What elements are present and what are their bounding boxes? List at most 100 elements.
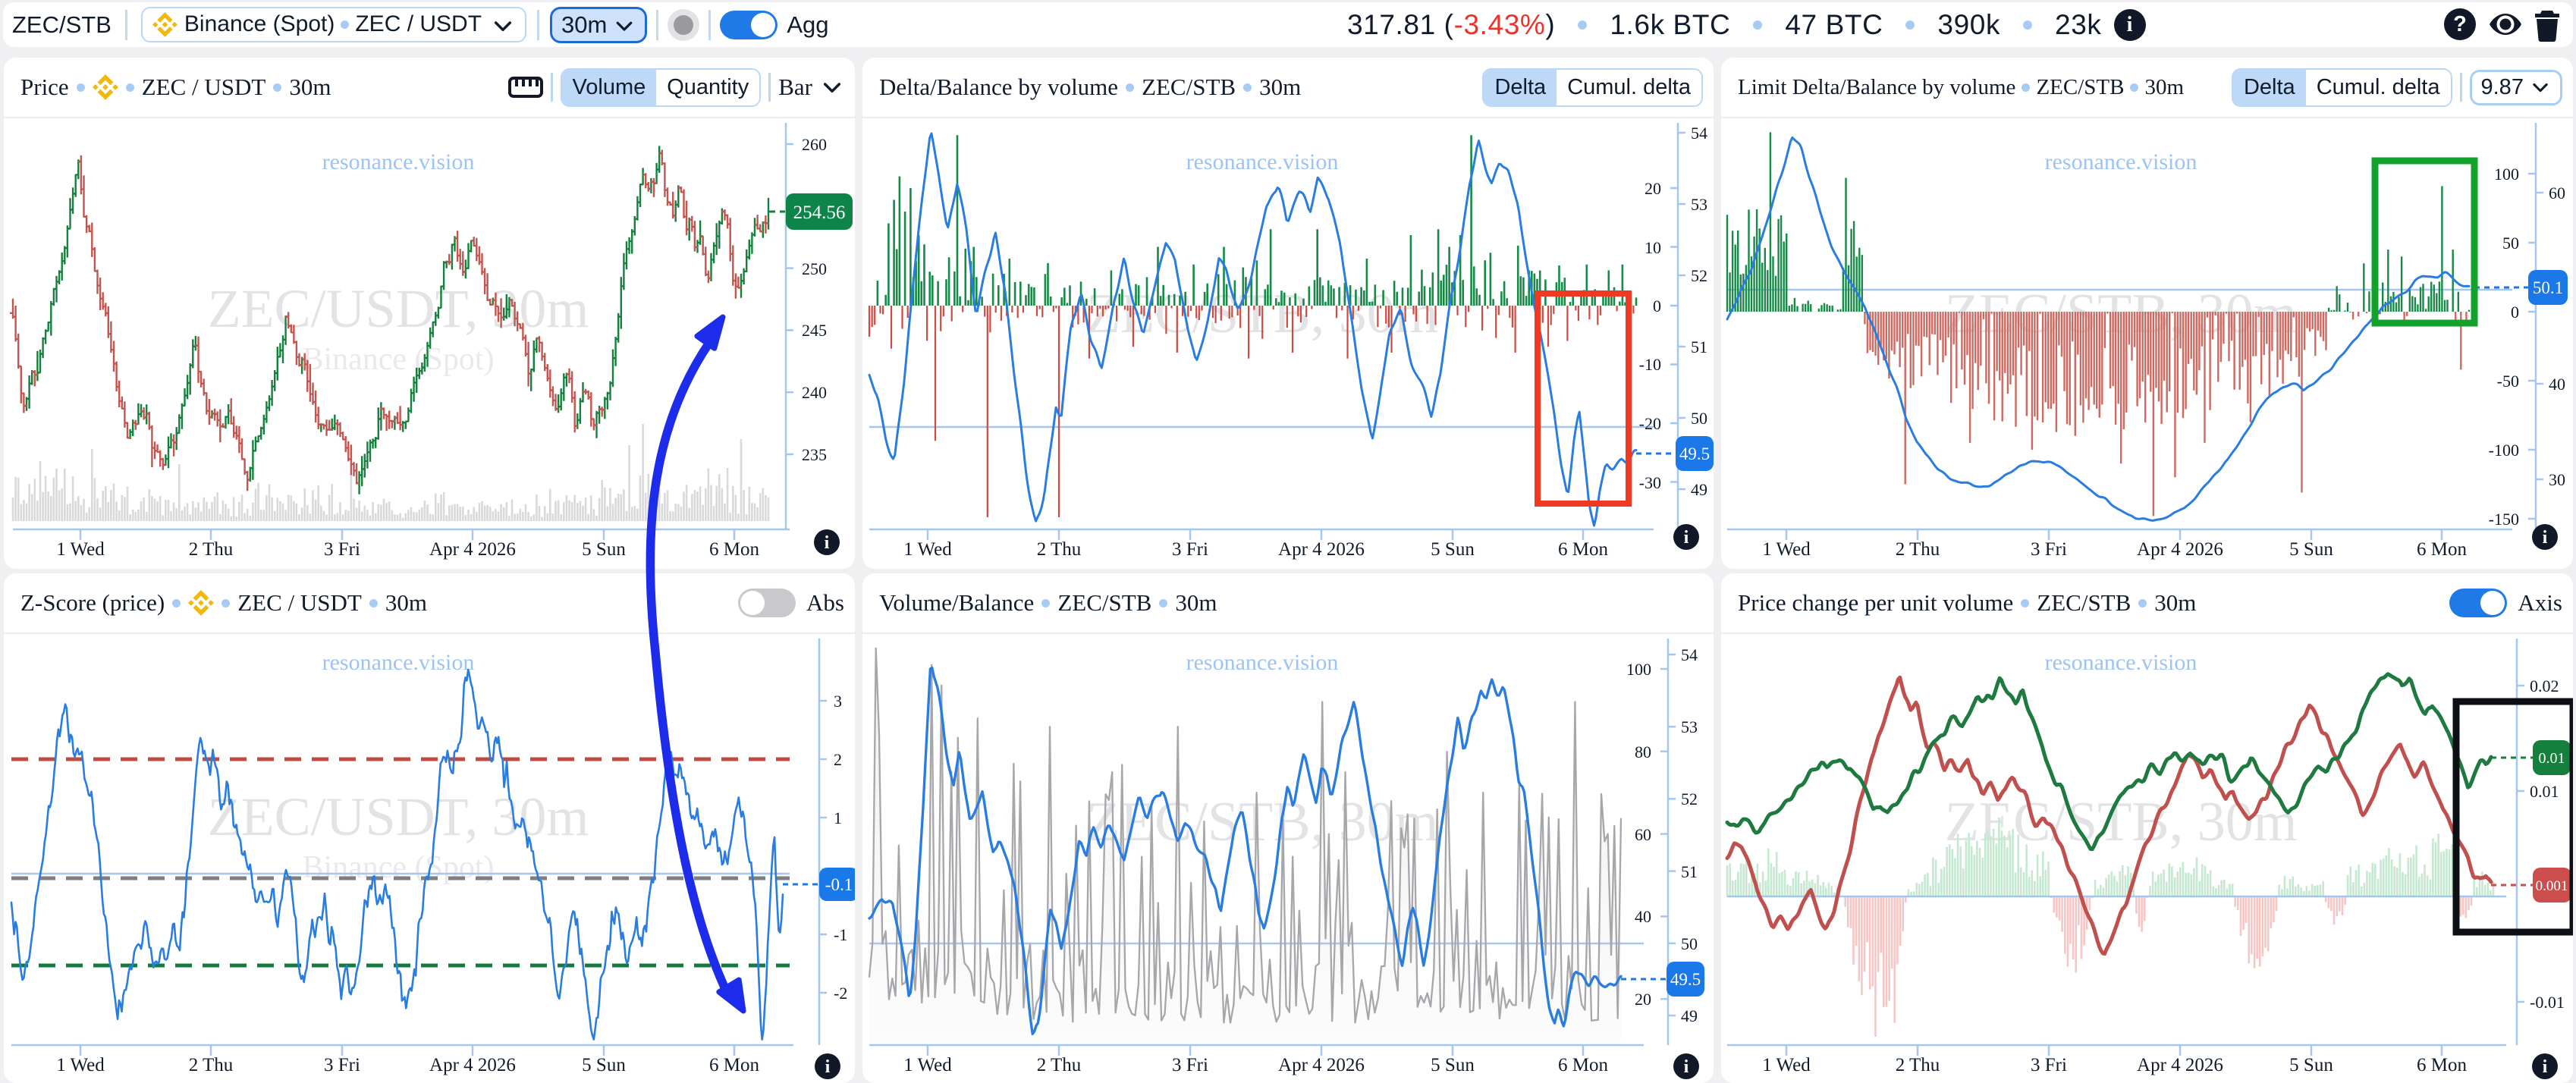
svg-text:2 Thu: 2 Thu bbox=[1896, 539, 1940, 560]
svg-text:2: 2 bbox=[834, 750, 842, 769]
svg-text:6 Mon: 6 Mon bbox=[1558, 539, 1608, 560]
svg-text:49: 49 bbox=[1691, 480, 1707, 499]
svg-text:52: 52 bbox=[1681, 789, 1698, 808]
svg-text:2 Thu: 2 Thu bbox=[1037, 539, 1082, 560]
svg-text:2 Thu: 2 Thu bbox=[189, 1055, 234, 1075]
svg-text:54: 54 bbox=[1691, 124, 1707, 143]
svg-text:Apr 4 2026: Apr 4 2026 bbox=[429, 539, 516, 560]
svg-text:1 Wed: 1 Wed bbox=[56, 1055, 105, 1075]
svg-text:10: 10 bbox=[1645, 238, 1661, 257]
svg-text:Binance (Spot): Binance (Spot) bbox=[302, 342, 494, 377]
svg-text:resonance.vision: resonance.vision bbox=[2045, 650, 2197, 675]
svg-text:-2: -2 bbox=[834, 984, 847, 1003]
svg-text:0.001: 0.001 bbox=[2536, 878, 2568, 894]
svg-text:resonance.vision: resonance.vision bbox=[2045, 149, 2197, 174]
svg-text:resonance.vision: resonance.vision bbox=[322, 650, 475, 675]
svg-text:Apr 4 2026: Apr 4 2026 bbox=[429, 1055, 516, 1075]
svg-text:54: 54 bbox=[1681, 645, 1698, 664]
svg-text:0: 0 bbox=[2511, 303, 2519, 322]
svg-text:i: i bbox=[1684, 1057, 1689, 1077]
svg-text:i: i bbox=[825, 1057, 831, 1077]
svg-text:-150: -150 bbox=[2489, 510, 2519, 529]
svg-text:6 Mon: 6 Mon bbox=[2417, 1055, 2467, 1075]
svg-text:Apr 4 2026: Apr 4 2026 bbox=[2137, 1055, 2223, 1075]
svg-text:-50: -50 bbox=[2497, 372, 2519, 391]
svg-text:Apr 4 2026: Apr 4 2026 bbox=[1278, 1055, 1365, 1075]
svg-text:3: 3 bbox=[834, 692, 842, 711]
svg-text:resonance.vision: resonance.vision bbox=[1186, 149, 1339, 174]
svg-text:100: 100 bbox=[1626, 660, 1651, 679]
svg-text:6 Mon: 6 Mon bbox=[1558, 1055, 1608, 1075]
svg-text:50: 50 bbox=[2502, 234, 2519, 253]
svg-text:5 Sun: 5 Sun bbox=[582, 539, 626, 560]
svg-text:2 Thu: 2 Thu bbox=[189, 539, 234, 560]
svg-text:40: 40 bbox=[2549, 375, 2565, 394]
svg-text:260: 260 bbox=[802, 135, 827, 154]
svg-text:49: 49 bbox=[1681, 1006, 1698, 1025]
svg-text:resonance.vision: resonance.vision bbox=[322, 149, 475, 174]
svg-text:20: 20 bbox=[1645, 179, 1661, 198]
svg-text:1: 1 bbox=[834, 808, 842, 827]
svg-text:53: 53 bbox=[1681, 717, 1698, 736]
svg-text:-0.1: -0.1 bbox=[825, 875, 853, 894]
svg-text:1 Wed: 1 Wed bbox=[56, 539, 105, 560]
svg-text:50.1: 50.1 bbox=[2533, 278, 2563, 297]
svg-text:250: 250 bbox=[802, 259, 827, 278]
svg-text:20: 20 bbox=[1635, 990, 1651, 1009]
svg-text:i: i bbox=[1684, 528, 1689, 548]
svg-text:60: 60 bbox=[1635, 825, 1651, 844]
svg-text:50: 50 bbox=[1681, 934, 1698, 953]
svg-text:1 Wed: 1 Wed bbox=[1762, 539, 1811, 560]
svg-text:49.5: 49.5 bbox=[1670, 970, 1701, 989]
svg-text:3 Fri: 3 Fri bbox=[324, 1055, 360, 1075]
svg-text:-20: -20 bbox=[1639, 414, 1661, 433]
svg-text:i: i bbox=[2543, 528, 2548, 548]
svg-text:-10: -10 bbox=[1639, 355, 1661, 374]
svg-text:1 Wed: 1 Wed bbox=[903, 1055, 952, 1075]
svg-text:5 Sun: 5 Sun bbox=[2289, 539, 2333, 560]
svg-text:-30: -30 bbox=[1639, 473, 1661, 492]
svg-text:80: 80 bbox=[1635, 742, 1651, 761]
svg-text:5 Sun: 5 Sun bbox=[582, 1055, 626, 1075]
svg-text:6 Mon: 6 Mon bbox=[709, 1055, 759, 1075]
svg-text:1 Wed: 1 Wed bbox=[903, 539, 952, 560]
svg-text:i: i bbox=[825, 533, 830, 553]
svg-text:3 Fri: 3 Fri bbox=[324, 539, 360, 560]
svg-text:2 Thu: 2 Thu bbox=[1037, 1055, 1082, 1075]
svg-text:0.02: 0.02 bbox=[2530, 676, 2559, 695]
svg-text:40: 40 bbox=[1635, 907, 1651, 926]
svg-text:1 Wed: 1 Wed bbox=[1762, 1055, 1811, 1075]
svg-text:6 Mon: 6 Mon bbox=[709, 539, 759, 560]
svg-text:60: 60 bbox=[2549, 184, 2565, 202]
svg-text:ZEC/USDT, 30m: ZEC/USDT, 30m bbox=[208, 278, 589, 339]
svg-text:5 Sun: 5 Sun bbox=[1431, 1055, 1475, 1075]
svg-text:5 Sun: 5 Sun bbox=[2289, 1055, 2333, 1075]
svg-text:5 Sun: 5 Sun bbox=[1431, 539, 1475, 560]
svg-text:3 Fri: 3 Fri bbox=[2031, 539, 2067, 560]
svg-text:-0.01: -0.01 bbox=[2530, 993, 2565, 1012]
svg-text:Apr 4 2026: Apr 4 2026 bbox=[1278, 539, 1365, 560]
svg-text:30: 30 bbox=[2549, 470, 2565, 489]
svg-text:0.01: 0.01 bbox=[2530, 782, 2559, 801]
svg-text:49.5: 49.5 bbox=[1679, 444, 1710, 463]
svg-text:3 Fri: 3 Fri bbox=[1172, 539, 1208, 560]
svg-text:3 Fri: 3 Fri bbox=[2031, 1055, 2067, 1075]
svg-text:6 Mon: 6 Mon bbox=[2417, 539, 2467, 560]
svg-text:235: 235 bbox=[802, 445, 827, 464]
svg-text:-100: -100 bbox=[2489, 441, 2519, 460]
svg-text:3 Fri: 3 Fri bbox=[1172, 1055, 1208, 1075]
svg-text:52: 52 bbox=[1691, 266, 1707, 285]
svg-text:50: 50 bbox=[1691, 409, 1707, 428]
svg-text:2 Thu: 2 Thu bbox=[1896, 1055, 1940, 1075]
svg-text:-1: -1 bbox=[834, 925, 847, 944]
svg-text:resonance.vision: resonance.vision bbox=[1186, 650, 1339, 675]
svg-text:245: 245 bbox=[802, 321, 827, 340]
svg-text:i: i bbox=[2543, 1057, 2548, 1077]
svg-text:51: 51 bbox=[1691, 337, 1707, 356]
svg-text:ZEC/STB, 30m: ZEC/STB, 30m bbox=[1086, 791, 1439, 853]
svg-text:0.01: 0.01 bbox=[2539, 750, 2565, 767]
svg-text:51: 51 bbox=[1681, 862, 1698, 881]
svg-text:ZEC/USDT, 30m: ZEC/USDT, 30m bbox=[208, 786, 589, 847]
svg-text:53: 53 bbox=[1691, 195, 1707, 214]
svg-text:Apr 4 2026: Apr 4 2026 bbox=[2137, 539, 2223, 560]
